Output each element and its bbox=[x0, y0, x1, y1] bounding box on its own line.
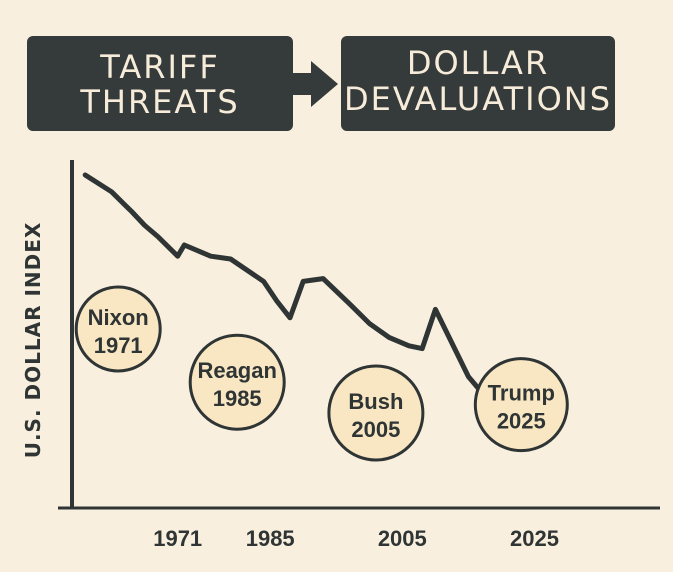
trump-bubble-year: 2025 bbox=[497, 409, 546, 434]
axes: U.S. DOLLAR INDEX bbox=[21, 160, 660, 510]
header: TARIFF THREATS DOLLAR DEVALUATIONS bbox=[27, 36, 615, 131]
x-tick-1985: 1985 bbox=[246, 526, 295, 551]
annotation-bubble-trump: Trump 2025 bbox=[473, 357, 569, 453]
bush-bubble-year: 2005 bbox=[351, 417, 400, 442]
x-tick-2005: 2005 bbox=[378, 526, 427, 551]
x-tick-2025: 2025 bbox=[510, 526, 559, 551]
nixon-bubble-name: Nixon bbox=[88, 305, 149, 330]
x-tick-1971: 1971 bbox=[153, 526, 202, 551]
bush-bubble-circle bbox=[327, 364, 425, 462]
reagan-bubble-circle bbox=[188, 333, 286, 431]
dollar-index-line bbox=[82, 172, 504, 419]
right-arrow-icon bbox=[293, 61, 338, 107]
trump-bubble-name: Trump bbox=[488, 381, 555, 406]
tariff-threats-line-1: TARIFF bbox=[99, 48, 219, 86]
bush-bubble-name: Bush bbox=[348, 389, 403, 414]
nixon-bubble-year: 1971 bbox=[94, 333, 143, 358]
reagan-bubble-year: 1985 bbox=[213, 386, 262, 411]
dollar-devaluations-line-1: DOLLAR bbox=[407, 44, 549, 82]
y-axis-label: U.S. DOLLAR INDEX bbox=[21, 222, 45, 459]
x-tick-labels: 1971 1985 2005 2025 bbox=[153, 526, 559, 551]
reagan-bubble-name: Reagan bbox=[197, 358, 276, 383]
annotation-bubble-nixon: Nixon 1971 bbox=[74, 285, 162, 373]
dollar-devaluations-line-2: DEVALUATIONS bbox=[344, 80, 612, 118]
tariff-threats-box bbox=[27, 36, 293, 131]
annotation-bubble-bush: Bush 2005 bbox=[327, 364, 425, 462]
trump-bubble-circle bbox=[473, 357, 569, 453]
tariff-threats-line-2: THREATS bbox=[79, 83, 239, 121]
dollar-devaluations-box bbox=[341, 36, 615, 131]
annotation-bubble-reagan: Reagan 1985 bbox=[188, 333, 286, 431]
nixon-bubble-circle bbox=[74, 285, 162, 373]
